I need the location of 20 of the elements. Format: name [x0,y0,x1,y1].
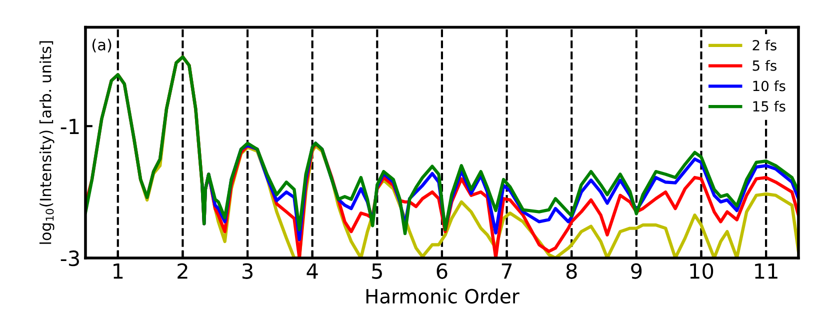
x-tick-label: 5 [372,263,382,279]
x-tick-label: 2 [178,263,188,279]
legend-label: 15 fs [753,100,786,112]
y-tick-label: -3 [60,250,79,266]
y-tick-label: -1 [60,118,79,134]
x-axis-title: Harmonic Order [366,288,520,304]
y-axis-title: log$_{10}$(Intensity) [arb. units] [39,41,54,244]
x-tick-label: 4 [306,263,318,279]
legend-label: 5 fs [752,60,776,71]
x-tick-label: 11 [755,263,778,279]
legend-label: 2 fs [752,40,776,50]
x-tick-label: 1 [114,263,123,279]
x-tick-label: 3 [242,263,252,279]
x-tick-label: 7 [502,263,512,279]
x-tick-label: 6 [436,263,448,279]
x-tick-label: 8 [566,263,577,279]
x-tick-label: 9 [631,263,642,279]
legend-label: 10 fs [753,80,786,92]
x-tick-label: 10 [690,263,714,279]
annotation: (a) [92,38,112,52]
